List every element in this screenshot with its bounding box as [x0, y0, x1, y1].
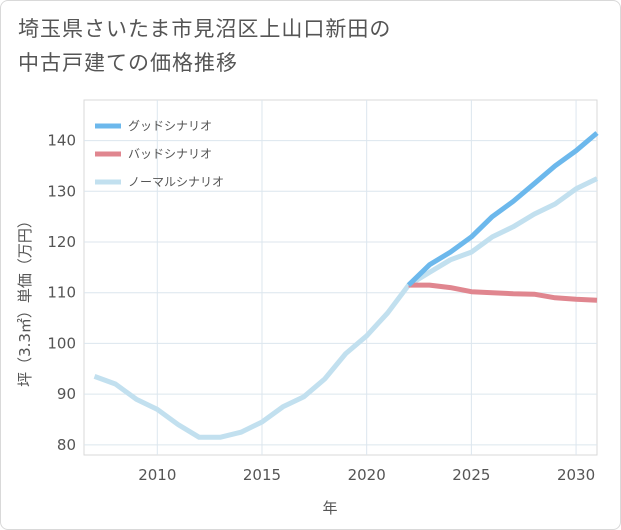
y-tick-label: 130: [47, 182, 76, 200]
series-line-0: [406, 131, 599, 287]
y-tick-label: 90: [57, 385, 76, 403]
x-axis-ticks: 2010 2015 2020 2025 2030: [138, 466, 595, 484]
x-tick-label: 2010: [138, 466, 176, 484]
x-tick-label: 2025: [452, 466, 490, 484]
y-tick-label: 80: [57, 436, 76, 454]
legend-label-1: バッドシナリオ: [128, 147, 212, 161]
series-lines: [93, 131, 599, 440]
legend-label-0: グッドシナリオ: [128, 119, 212, 133]
x-axis-title: 年: [322, 499, 337, 517]
chart-title: 埼玉県さいたま市見沼区上山口新田の 中古戸建ての価格推移: [18, 12, 578, 80]
x-tick-label: 2030: [557, 466, 595, 484]
x-tick-label: 2020: [348, 466, 386, 484]
chart-title-line-2: 中古戸建ての価格推移: [18, 51, 238, 75]
y-tick-label: 100: [47, 334, 76, 352]
series-line-1: [408, 282, 598, 303]
series-line-2: [93, 176, 599, 440]
y-axis-ticks: 80 90 100 110 120 130 140: [47, 132, 76, 454]
plot-area: [83, 99, 598, 456]
y-tick-label: 110: [47, 284, 76, 302]
grid-lines: [84, 100, 597, 455]
chart-title-line-1: 埼玉県さいたま市見沼区上山口新田の: [18, 17, 392, 41]
x-tick-label: 2015: [243, 466, 281, 484]
y-tick-label: 140: [47, 132, 76, 150]
y-tick-label: 120: [47, 233, 76, 251]
legend-label-2: ノーマルシナリオ: [128, 175, 224, 189]
y-axis-title: 坪（3.3㎡）単価（万円）: [16, 213, 34, 387]
